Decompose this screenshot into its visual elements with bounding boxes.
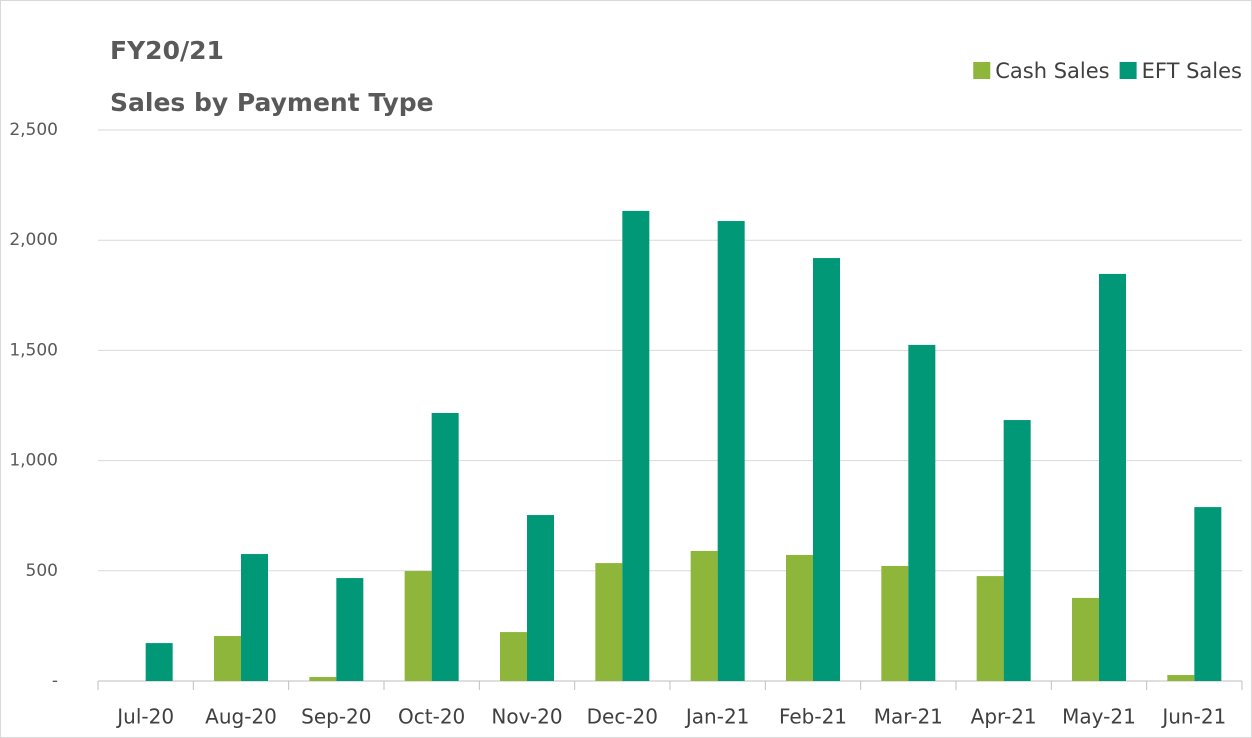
y-tick-label: 2,500	[9, 120, 58, 140]
x-tick-label: Dec-20	[587, 705, 658, 729]
x-tick-label: May-21	[1062, 705, 1136, 729]
legend-swatch	[1119, 62, 1137, 79]
x-tick-label: Sep-20	[301, 705, 371, 729]
bar	[241, 554, 268, 681]
bar	[309, 677, 337, 681]
bar	[786, 554, 813, 681]
bar	[1099, 273, 1126, 681]
bar	[431, 412, 459, 681]
legend-label: EFT Sales	[1142, 59, 1242, 83]
bar	[881, 565, 909, 681]
bar	[145, 643, 173, 681]
x-tick-label: Jan-21	[684, 705, 750, 729]
bar	[1194, 507, 1222, 681]
chart-subtitle: Sales by Payment Type	[110, 88, 434, 117]
y-tick-label: 500	[26, 561, 58, 581]
x-tick-label: Apr-21	[971, 705, 1037, 729]
bar	[595, 563, 623, 681]
y-tick-label: 1,000	[9, 451, 58, 471]
x-tick-label: Jul-20	[115, 705, 174, 729]
bar	[404, 571, 432, 681]
bar	[813, 258, 840, 681]
x-tick-label: Jun-21	[1160, 705, 1226, 729]
bar	[976, 576, 1004, 681]
bar	[690, 550, 718, 681]
bar	[908, 344, 936, 681]
bar	[1072, 597, 1099, 681]
y-tick-label: 2,000	[9, 230, 58, 250]
bar	[214, 636, 241, 681]
x-tick-label: Oct-20	[398, 705, 465, 729]
bar	[717, 221, 745, 681]
bar	[1003, 420, 1031, 681]
legend-label: Cash Sales	[995, 59, 1109, 83]
x-tick-label: Aug-20	[205, 705, 277, 729]
legend-swatch	[973, 62, 991, 79]
bar	[1167, 675, 1195, 681]
y-tick-label: 1,500	[9, 340, 58, 360]
x-tick-label: Nov-20	[491, 705, 562, 729]
bar	[336, 578, 364, 681]
bar	[527, 515, 554, 681]
x-tick-label: Mar-21	[874, 705, 943, 729]
x-tick-label: Feb-21	[779, 705, 847, 729]
y-tick-label: -	[52, 671, 58, 691]
bar	[622, 210, 650, 682]
chart-title: FY20/21	[110, 36, 224, 65]
bar	[500, 632, 527, 681]
